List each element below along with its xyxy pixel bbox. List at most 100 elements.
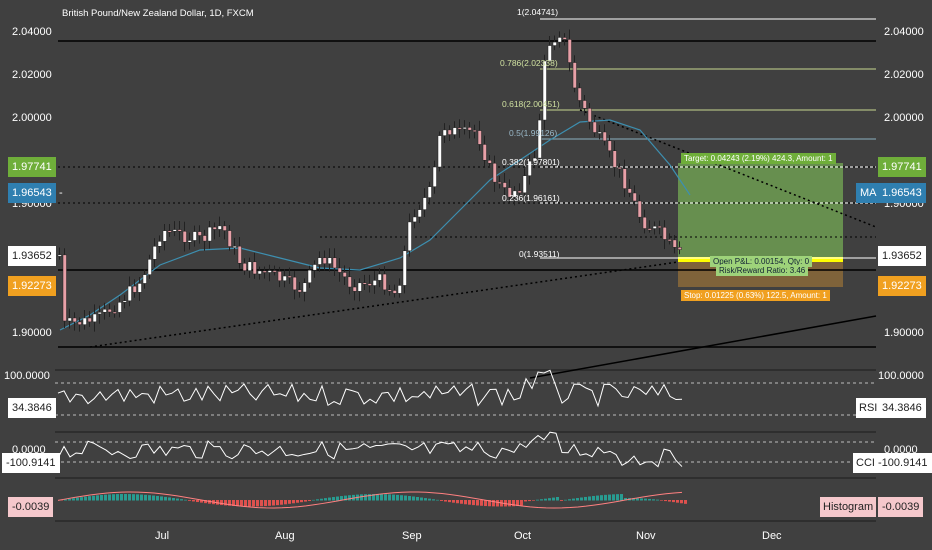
candle-body — [117, 302, 122, 313]
macd-histogram-bar — [120, 494, 123, 501]
candle-body — [587, 108, 592, 123]
macd-histogram-bar — [248, 500, 251, 507]
macd-histogram-bar — [420, 497, 423, 501]
macd-value-tag-left: -0.0039 — [8, 497, 54, 517]
macd-histogram-bar — [436, 499, 439, 501]
macd-histogram-bar — [116, 494, 119, 501]
candle-body — [622, 168, 627, 189]
candle-body — [162, 230, 167, 242]
macd-histogram-bar — [372, 494, 375, 501]
macd-histogram-bar — [100, 494, 103, 501]
candle-body — [262, 270, 267, 273]
candle-body — [197, 231, 202, 236]
macd-histogram-bar — [684, 500, 687, 504]
macd-histogram-bar — [432, 499, 435, 501]
candle-body — [92, 313, 97, 323]
position-stop-label[interactable]: Stop: 0.01225 (0.63%) 122.5, Amount: 1 — [681, 290, 830, 301]
candle-body — [252, 261, 257, 275]
macd-histogram-bar — [276, 500, 279, 506]
macd-histogram-bar — [92, 495, 95, 501]
price-tick-left-3: 2.00000 — [12, 112, 52, 124]
macd-histogram-bar — [76, 497, 79, 501]
candle-body — [457, 127, 462, 130]
candle-body — [182, 231, 187, 243]
macd-histogram-bar — [396, 494, 399, 501]
price-tick-left-1: 2.04000 — [12, 26, 52, 38]
fib-label-0786: 0.786(2.02338) — [500, 58, 558, 68]
macd-histogram-bar — [528, 500, 531, 502]
candle-body — [422, 197, 427, 210]
candle-body — [152, 246, 157, 260]
macd-histogram-bar — [140, 494, 143, 501]
candle-body — [532, 157, 537, 162]
macd-histogram-bar — [288, 500, 291, 504]
macd-histogram-bar — [676, 500, 679, 503]
macd-histogram-bar — [556, 496, 559, 501]
candle-body — [87, 317, 92, 323]
candle-body — [567, 39, 572, 63]
price-tick-right-5: 1.90000 — [884, 327, 924, 339]
macd-histogram-bar — [440, 500, 443, 501]
candle-body — [342, 272, 347, 278]
candle-body — [142, 274, 147, 284]
macd-histogram-bar — [220, 500, 223, 506]
candle-body — [242, 262, 247, 271]
stop-price-tag-left: 1.92273 — [8, 276, 56, 296]
macd-histogram-bar — [636, 498, 639, 501]
last-price-tag-left: 1.93652 — [8, 246, 56, 266]
ma-price-tag-left: 1.96543 — [8, 183, 56, 203]
candle-body — [517, 190, 522, 194]
macd-histogram-bar — [108, 494, 111, 501]
candle-body — [322, 257, 327, 264]
candle-body — [452, 127, 457, 135]
candle-body — [402, 250, 407, 286]
candle-body — [447, 129, 452, 135]
candle-body — [637, 200, 642, 218]
candle-body — [552, 41, 557, 46]
position-target-label[interactable]: Target: 0.04243 (2.19%) 424.3, Amount: 1 — [681, 153, 836, 164]
macd-histogram-bar — [392, 494, 395, 501]
candle-body — [562, 37, 567, 40]
macd-histogram-bar — [612, 494, 615, 501]
macd-histogram-bar — [652, 499, 655, 501]
macd-histogram-bar — [460, 500, 463, 504]
candle-body — [72, 317, 77, 323]
fib-label-05: 0.5(1.99126) — [509, 128, 558, 138]
macd-histogram-bar — [128, 494, 131, 501]
candle-body — [652, 225, 657, 229]
candle-body — [512, 190, 517, 198]
candle-body — [672, 239, 677, 248]
macd-histogram-bar — [564, 499, 567, 501]
macd-histogram-bar — [148, 495, 151, 501]
macd-histogram-bar — [192, 500, 195, 502]
candle-body — [177, 229, 182, 232]
fib-label-0236: 0.236(1.96161) — [502, 193, 560, 203]
candle-body — [497, 181, 502, 184]
macd-histogram-bar — [468, 500, 471, 505]
position-open-pl-label: Open P&L: 0.00154, Qty: 0 — [710, 256, 813, 267]
macd-histogram-bar — [260, 500, 263, 507]
macd-histogram-bar — [512, 500, 515, 507]
candle-body — [167, 230, 172, 233]
macd-histogram-bar — [424, 498, 427, 501]
price-tick-right-1: 2.04000 — [884, 26, 924, 38]
macd-histogram-bar — [304, 500, 307, 502]
macd-histogram-bar — [524, 500, 527, 502]
rsi-name-tag: RSI — [856, 398, 881, 418]
target-price-tag-left: 1.97741 — [8, 157, 56, 177]
candle-body — [57, 254, 62, 257]
target-price-tag-right: 1.97741 — [878, 157, 926, 177]
macd-histogram-bar — [384, 494, 387, 501]
candle-body — [537, 119, 542, 159]
candle-body — [372, 280, 377, 286]
macd-histogram-bar — [156, 495, 159, 501]
macd-histogram-bar — [456, 500, 459, 504]
symbol-title: British Pound/New Zealand Dollar, 1D, FX… — [62, 8, 254, 19]
macd-histogram-bar — [236, 500, 239, 507]
macd-histogram-bar — [472, 500, 475, 506]
candle-body — [132, 285, 137, 293]
macd-histogram-bar — [164, 496, 167, 501]
candle-body — [107, 308, 112, 313]
candle-body — [542, 60, 547, 121]
macd-histogram-bar — [312, 499, 315, 501]
